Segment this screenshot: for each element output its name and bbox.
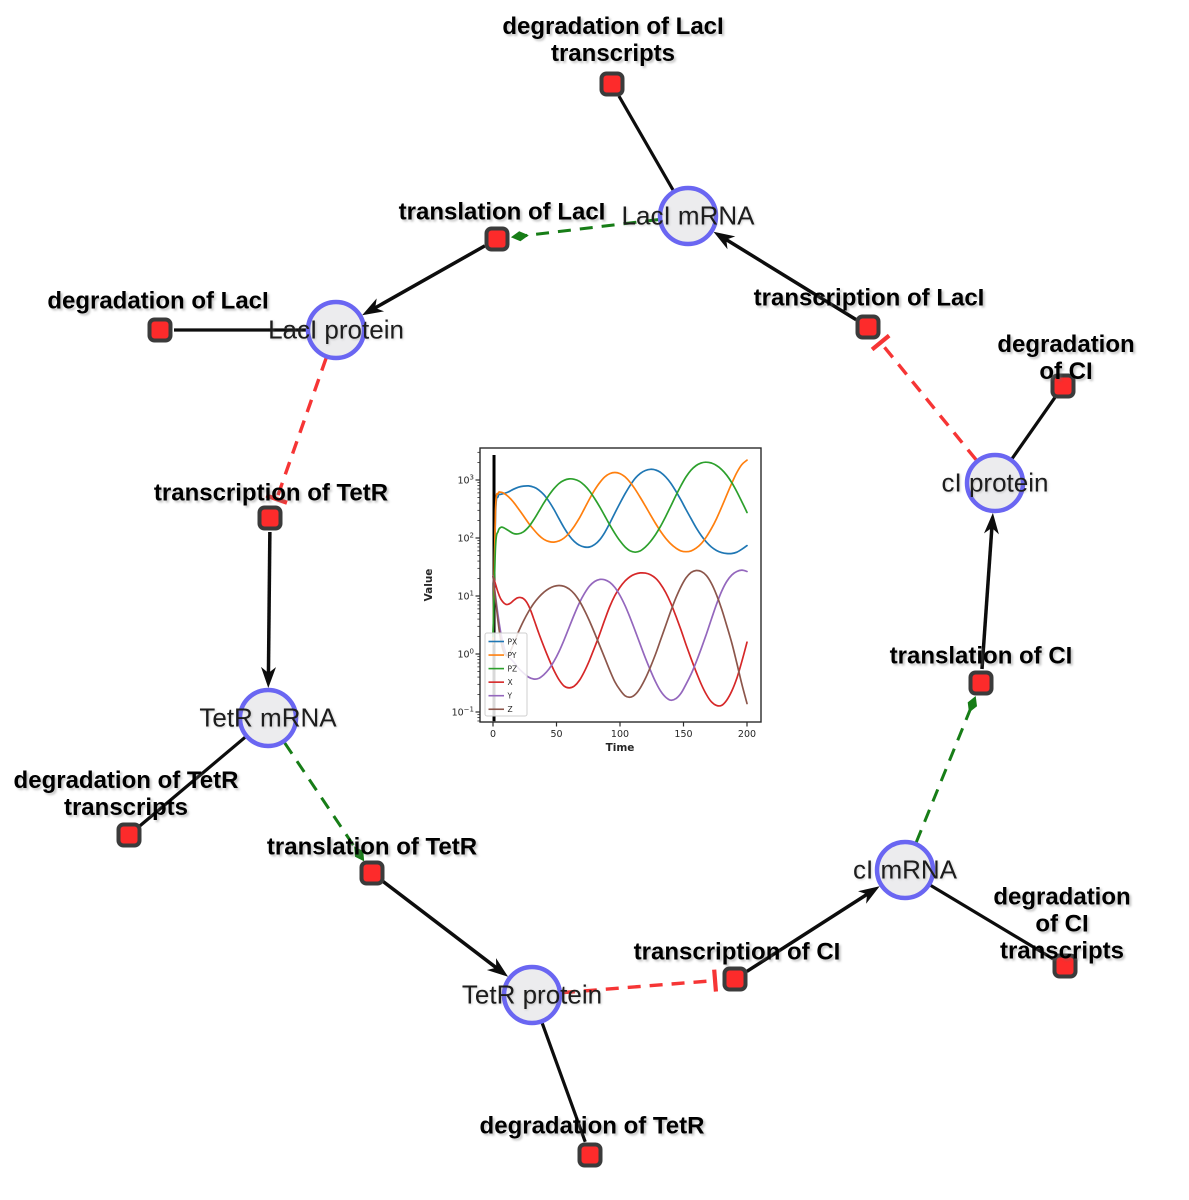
edge-inhibition-cI-protein-to-transcription-of-lacI [870, 333, 978, 461]
edge-inhibition-lacI-protein-to-transcription-of-tetR [265, 357, 328, 505]
legend-entry-PX: PX [508, 637, 518, 646]
series-line-PX [492, 468, 748, 645]
diamond-head-icon [510, 231, 529, 242]
edge-reactant-tetR-protein-to-degradation-of-tetR [540, 1022, 587, 1143]
reaction-node-degradation-of-cI[interactable] [1050, 373, 1076, 399]
edge-product-transcription-of-cI-to-cI-mRNA [745, 886, 880, 973]
species-node-tetR-protein[interactable] [501, 964, 563, 1026]
legend-entry-Z: Z [508, 705, 513, 714]
reaction-node-degradation-of-lacI-transcripts[interactable] [599, 71, 625, 97]
species-node-tetR-mRNA[interactable] [237, 687, 299, 749]
edge-product-transcription-of-lacI-to-lacI-mRNA [713, 231, 858, 322]
inset-timeseries-chart: 0 50 100 150 20010−1100101102103TimeValuePXP… [423, 447, 762, 754]
y-tick-label: 10−1 [452, 706, 474, 719]
x-tick-label: 150 [674, 729, 692, 740]
chart-legend: PX PY PZ XYZ [484, 632, 528, 717]
arrow-head-icon [486, 958, 509, 977]
legend-entry-PY: PY [508, 651, 517, 660]
legend-entry-X: X [508, 678, 513, 687]
y-tick-label: 102 [457, 532, 474, 545]
x-tick-label: 50 [550, 729, 562, 740]
arrow-head-icon [713, 231, 736, 250]
reaction-node-translation-of-cI[interactable] [968, 670, 994, 696]
diamond-head-icon [354, 846, 365, 862]
reaction-node-translation-of-tetR[interactable] [359, 860, 385, 886]
edge-product-translation-of-tetR-to-tetR-protein [382, 880, 509, 977]
edge-product-translation-of-lacI-to-lacI-protein [362, 244, 486, 316]
series-line-Y [492, 569, 748, 702]
edge-product-transcription-of-tetR-to-tetR-mRNA [261, 531, 276, 688]
species-node-cI-mRNA[interactable] [874, 839, 936, 901]
x-axis-label: Time [606, 742, 635, 754]
inhibition-tbar-icon [265, 493, 288, 505]
edge-modifier-tetR-mRNA-to-translation-of-tetR [283, 742, 365, 862]
species-node-cI-protein[interactable] [964, 452, 1026, 514]
edge-inhibition-tetR-protein-to-transcription-of-cI [561, 969, 719, 995]
y-tick-label: 101 [457, 590, 474, 603]
reaction-node-degradation-of-tetR[interactable] [577, 1142, 603, 1168]
edge-reactant-cI-protein-to-degradation-of-cI [1010, 396, 1057, 460]
series-line-PY [492, 459, 748, 645]
arrow-head-icon [984, 512, 999, 535]
edge-product-translation-of-cI-to-cI-protein [980, 512, 999, 670]
reaction-node-translation-of-lacI[interactable] [484, 226, 510, 252]
series-line-X [492, 571, 748, 707]
x-tick-label: 0 [490, 729, 496, 740]
inhibition-tbar-icon [870, 333, 891, 352]
y-tick-label: 100 [457, 648, 474, 661]
legend-entry-PZ: PZ [508, 664, 518, 673]
reaction-node-degradation-of-tetR-transcripts[interactable] [116, 822, 142, 848]
reaction-node-transcription-of-lacI[interactable] [855, 314, 881, 340]
edge-modifier-lacI-mRNA-to-translation-of-lacI [510, 218, 659, 242]
x-tick-label: 100 [611, 729, 629, 740]
inhibition-tbar-icon [712, 969, 719, 992]
edge-reactant-lacI-mRNA-to-degradation-of-lacI-transcripts [617, 95, 675, 191]
reaction-node-transcription-of-cI[interactable] [722, 966, 748, 992]
y-tick-label: 103 [457, 474, 474, 487]
series-line-Z [492, 569, 748, 705]
reaction-node-transcription-of-tetR[interactable] [257, 505, 283, 531]
x-tick-label: 200 [738, 729, 756, 740]
legend-entry-Y: Y [507, 692, 513, 701]
reaction-node-degradation-of-lacI[interactable] [147, 317, 173, 343]
edge-reactant-tetR-mRNA-to-degradation-of-tetR-transcripts [138, 736, 247, 828]
reaction-node-degradation-of-cI-transcripts[interactable] [1052, 953, 1078, 979]
diamond-head-icon [967, 696, 977, 713]
arrow-head-icon [261, 666, 276, 688]
edge-reactant-cI-mRNA-to-degradation-of-cI-transcripts [929, 884, 1054, 961]
species-node-lacI-protein[interactable] [305, 299, 367, 361]
edge-modifier-cI-mRNA-to-translation-of-cI [914, 696, 977, 843]
series-line-PZ [492, 461, 748, 638]
y-axis-label: Value [423, 569, 435, 602]
plot-area [492, 455, 748, 722]
species-node-lacI-mRNA[interactable] [657, 185, 719, 247]
arrow-head-icon [858, 886, 880, 904]
arrow-head-icon [362, 298, 385, 316]
